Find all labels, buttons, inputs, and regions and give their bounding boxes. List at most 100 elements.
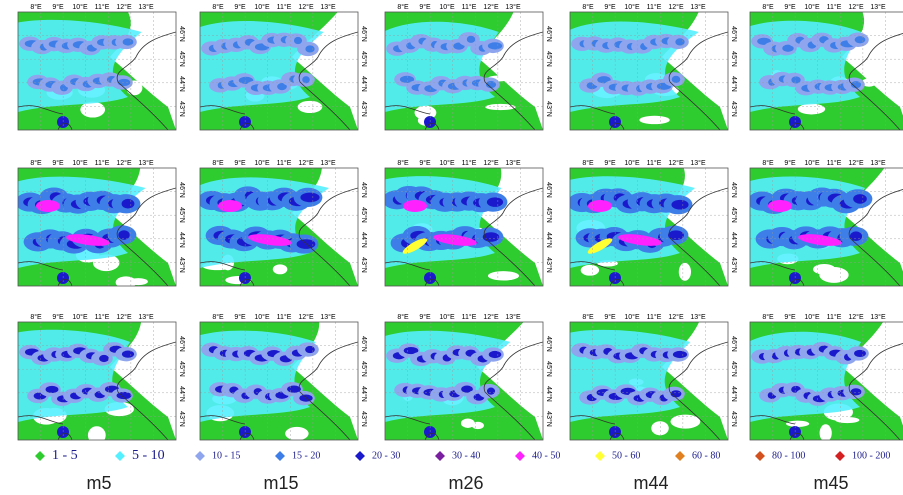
dry-patch (460, 418, 475, 428)
lat-label: 43°N (360, 257, 368, 273)
lon-label: 12°E (298, 159, 314, 167)
lon-label: 9°E (604, 159, 616, 167)
precip-blob (854, 349, 866, 358)
lon-label: 11°E (647, 3, 662, 11)
lon-label: 9°E (419, 3, 431, 11)
lon-label: 12°E (668, 313, 684, 321)
lon-label: 12°E (668, 3, 684, 11)
lat-label: 45°N (730, 51, 738, 67)
precip-core (36, 200, 60, 212)
lon-label: 10°E (624, 159, 640, 167)
map-area (200, 12, 358, 130)
coastline (570, 187, 728, 286)
precip-blob (121, 350, 135, 358)
legend-label: 50 - 60 (612, 450, 640, 461)
precip-core (403, 200, 427, 212)
lat-label: 44°N (178, 76, 186, 92)
lon-label: 13°E (320, 3, 336, 11)
lon-label: 9°E (784, 159, 796, 167)
lon-label: 10°E (254, 159, 270, 167)
lat-label: 43°N (178, 101, 186, 117)
coastline (570, 341, 728, 440)
lon-label: 9°E (234, 3, 246, 11)
lon-label: 13°E (690, 159, 706, 167)
lon-label: 8°E (30, 159, 42, 167)
legend-marker (355, 451, 365, 461)
coastline (18, 31, 176, 130)
coastline (385, 341, 543, 440)
legend-label: 1 - 5 (52, 448, 78, 463)
coastline (200, 31, 358, 130)
lat-label: 45°N (545, 361, 553, 377)
legend-marker (595, 451, 605, 461)
coastline (570, 31, 728, 130)
dry-patch (285, 426, 309, 440)
lon-label: 13°E (505, 313, 521, 321)
lon-label: 11°E (827, 159, 842, 167)
lon-label: 9°E (419, 159, 431, 167)
legend-marker (515, 451, 525, 461)
lon-label: 10°E (439, 313, 455, 321)
legend-label: 5 - 10 (132, 448, 165, 463)
precip-blob (302, 76, 310, 84)
precip-blob (672, 350, 688, 359)
lon-label: 10°E (254, 313, 270, 321)
lon-label: 10°E (624, 313, 640, 321)
lon-label: 8°E (397, 313, 409, 321)
precip-blob (850, 388, 862, 396)
precip-core (618, 234, 662, 246)
map-frame (749, 11, 903, 131)
map-panel: 8°E9°E10°E11°E12°E13°E46°N45°N44°N43°N (749, 159, 903, 287)
lat-label: 43°N (360, 411, 368, 427)
map-frame (569, 11, 729, 131)
lon-label: 13°E (320, 159, 336, 167)
dry-patch (651, 421, 669, 436)
map-frame (569, 321, 729, 441)
lon-label: 11°E (827, 313, 842, 321)
lat-label: 44°N (545, 76, 553, 92)
dry-patch (471, 421, 484, 430)
lon-label: 8°E (212, 313, 224, 321)
precip-blob (597, 76, 611, 84)
lat-label: 45°N (545, 207, 553, 223)
precip-blob (121, 198, 135, 209)
dry-patch (786, 420, 810, 427)
map-frame (199, 11, 359, 131)
dry-patch (797, 103, 826, 115)
map-area (18, 168, 176, 286)
lat-label: 44°N (360, 76, 368, 92)
lon-label: 12°E (483, 313, 499, 321)
precip-blob (403, 346, 419, 355)
legend-marker (675, 451, 685, 461)
precip-blob (305, 45, 315, 53)
map-area (570, 12, 728, 130)
precip-blob (668, 230, 684, 241)
map-area (750, 322, 903, 440)
lon-label: 8°E (212, 3, 224, 11)
lon-label: 11°E (95, 313, 110, 321)
lat-label: 46°N (545, 336, 553, 352)
coastline (200, 187, 358, 286)
precip-blob (486, 387, 496, 395)
precip-blob (854, 36, 866, 44)
dry-patch (80, 101, 106, 118)
lat-label: 44°N (730, 386, 738, 402)
precip-core (768, 200, 792, 212)
legend-label: 80 - 100 (772, 450, 805, 461)
lon-label: 13°E (505, 159, 521, 167)
lat-label: 44°N (178, 386, 186, 402)
precip-core (248, 234, 292, 246)
lon-label: 12°E (298, 313, 314, 321)
lon-label: 13°E (320, 313, 336, 321)
lat-label: 45°N (360, 51, 368, 67)
precip-blob (466, 35, 476, 43)
lon-label: 8°E (30, 313, 42, 321)
lon-label: 8°E (582, 313, 594, 321)
